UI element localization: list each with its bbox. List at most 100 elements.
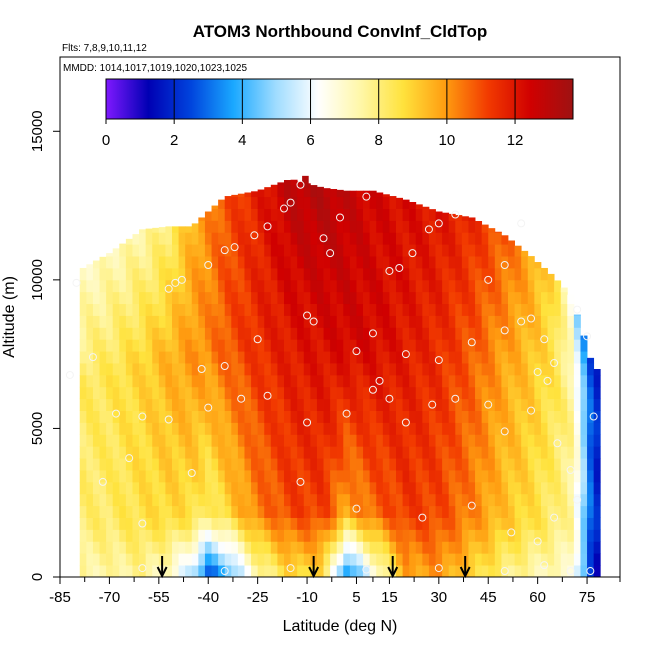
sample-point xyxy=(237,394,246,403)
heatmap-cell xyxy=(363,267,371,281)
heatmap-cell xyxy=(455,351,463,364)
heatmap-cell xyxy=(310,481,318,495)
heatmap-cell xyxy=(112,256,120,269)
heatmap-cell xyxy=(396,327,403,340)
heatmap-cell xyxy=(428,481,436,495)
heatmap-cell xyxy=(204,339,212,352)
heatmap-cell xyxy=(310,315,318,328)
heatmap-cell xyxy=(264,267,272,281)
heatmap-cell xyxy=(402,339,410,352)
heatmap-cell xyxy=(224,196,232,198)
heatmap-cell xyxy=(415,244,423,257)
heatmap-cell xyxy=(508,553,515,566)
heatmap-cell xyxy=(310,422,318,435)
heatmap-cell xyxy=(244,244,252,257)
heatmap-cell xyxy=(363,470,371,483)
heatmap-cell xyxy=(409,505,417,518)
heatmap-cell xyxy=(356,553,364,566)
heatmap-cell xyxy=(363,422,371,435)
heatmap-cell xyxy=(106,458,114,471)
heatmap-cell xyxy=(139,529,147,542)
heatmap-field xyxy=(79,175,601,577)
heatmap-cell xyxy=(494,493,502,507)
heatmap-cell xyxy=(231,194,239,198)
heatmap-cell xyxy=(402,386,410,400)
heatmap-cell xyxy=(448,470,456,483)
heatmap-cell xyxy=(185,226,193,233)
heatmap-cell xyxy=(349,196,357,209)
heatmap-cell xyxy=(244,434,252,447)
heatmap-cell xyxy=(290,481,298,495)
sample-point xyxy=(573,305,582,314)
heatmap-cell xyxy=(290,493,298,507)
heatmap-cell xyxy=(521,327,529,340)
heatmap-cell xyxy=(547,327,555,340)
heatmap-cell xyxy=(316,315,324,328)
heatmap-cell xyxy=(310,244,318,257)
heatmap-cell xyxy=(165,327,173,340)
heatmap-cell xyxy=(264,386,272,400)
heatmap-cell xyxy=(119,327,127,340)
heatmap-cell xyxy=(396,565,403,577)
heatmap-cell xyxy=(580,553,588,566)
heatmap-cell xyxy=(204,351,212,364)
heatmap-cell xyxy=(382,363,390,376)
heatmap-cell xyxy=(521,250,529,257)
heatmap-cell xyxy=(376,386,384,400)
heatmap-cell xyxy=(270,386,278,400)
heatmap-cell xyxy=(573,374,581,388)
heatmap-cell xyxy=(251,191,259,198)
heatmap-cell xyxy=(152,470,160,483)
heatmap-cell xyxy=(270,220,278,233)
heatmap-cell xyxy=(343,386,351,400)
heatmap-cell xyxy=(139,244,147,257)
heatmap-cell xyxy=(284,386,291,400)
heatmap-cell xyxy=(303,386,311,400)
heatmap-cell xyxy=(376,303,384,316)
heatmap-cell xyxy=(554,434,562,447)
heatmap-cell xyxy=(494,398,502,411)
heatmap-cell xyxy=(540,339,548,352)
heatmap-cell xyxy=(231,470,239,483)
heatmap-cell xyxy=(119,374,127,388)
heatmap-cell xyxy=(481,541,489,554)
heatmap-cell xyxy=(251,220,259,233)
heatmap-cell xyxy=(165,422,173,435)
heatmap-cell xyxy=(389,256,397,269)
heatmap-cell xyxy=(527,363,535,376)
heatmap-cell xyxy=(323,188,331,198)
heatmap-cell xyxy=(86,434,94,447)
heatmap-cell xyxy=(468,434,476,447)
heatmap-cell xyxy=(494,505,502,518)
heatmap-cell xyxy=(277,374,285,388)
heatmap-cell xyxy=(349,553,357,566)
heatmap-cell xyxy=(284,267,291,281)
heatmap-cell xyxy=(284,303,291,316)
heatmap-cell xyxy=(468,244,476,257)
heatmap-cell xyxy=(112,493,120,507)
heatmap-cell xyxy=(336,267,344,281)
heatmap-cell xyxy=(244,267,252,281)
heatmap-cell xyxy=(547,541,555,554)
heatmap-cell xyxy=(356,190,364,198)
heatmap-cell xyxy=(145,470,153,483)
heatmap-cell xyxy=(382,315,390,328)
heatmap-cell xyxy=(540,303,548,316)
heatmap-cell xyxy=(422,291,430,305)
heatmap-cell xyxy=(323,470,331,483)
heatmap-cell xyxy=(145,541,153,554)
heatmap-cell xyxy=(382,565,390,577)
heatmap-cell xyxy=(198,267,206,281)
heatmap-cell xyxy=(86,410,94,423)
heatmap-cell xyxy=(540,529,548,542)
heatmap-cell xyxy=(231,410,239,423)
heatmap-cell xyxy=(336,374,344,388)
heatmap-cell xyxy=(349,256,357,269)
sample-point xyxy=(540,561,549,570)
heatmap-cell xyxy=(310,541,318,554)
heatmap-cell xyxy=(152,279,160,293)
heatmap-cell xyxy=(468,505,476,518)
heatmap-cell xyxy=(514,493,522,507)
heatmap-cell xyxy=(369,267,377,281)
heatmap-cell xyxy=(461,446,469,459)
